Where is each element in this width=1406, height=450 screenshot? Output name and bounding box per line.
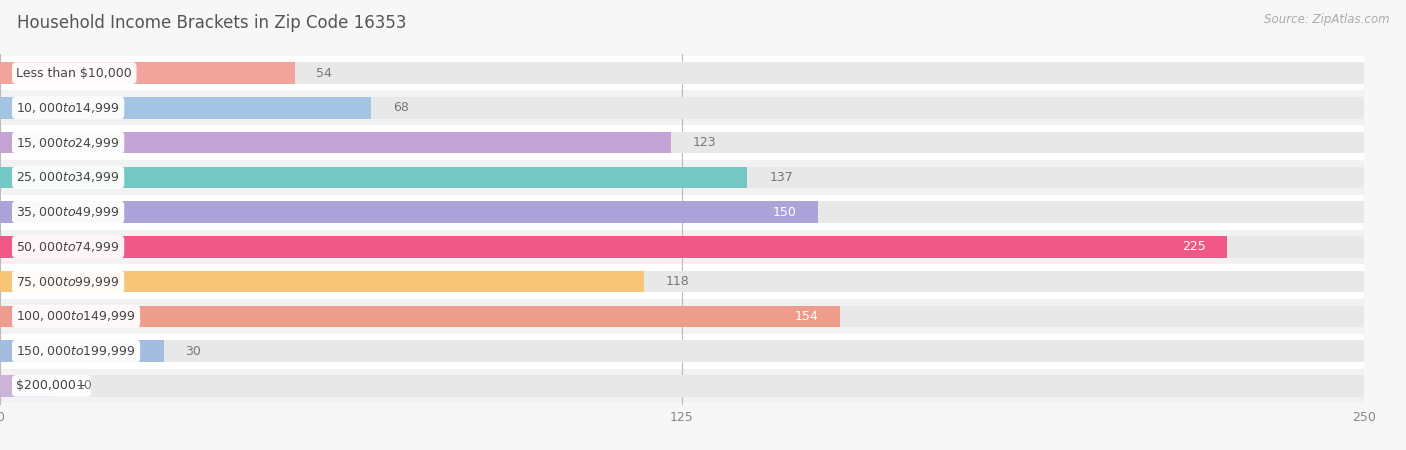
Bar — [0, 97, 1364, 119]
Bar — [0, 195, 1364, 230]
Bar — [0, 340, 163, 362]
Text: $50,000 to $74,999: $50,000 to $74,999 — [17, 240, 120, 254]
Text: 150: 150 — [772, 206, 796, 219]
Bar — [0, 97, 371, 119]
Text: Household Income Brackets in Zip Code 16353: Household Income Brackets in Zip Code 16… — [17, 14, 406, 32]
Bar — [0, 340, 1364, 362]
Text: $100,000 to $149,999: $100,000 to $149,999 — [17, 310, 136, 324]
Text: 30: 30 — [186, 345, 201, 358]
Text: $150,000 to $199,999: $150,000 to $199,999 — [17, 344, 136, 358]
Bar — [0, 90, 1364, 125]
Bar — [0, 56, 1364, 90]
Text: $15,000 to $24,999: $15,000 to $24,999 — [17, 135, 120, 149]
Bar — [0, 166, 748, 188]
Bar — [0, 201, 818, 223]
Bar — [0, 334, 1364, 369]
Text: 54: 54 — [316, 67, 332, 80]
Bar — [0, 306, 1364, 327]
Bar — [0, 230, 1364, 264]
Text: 10: 10 — [76, 379, 93, 392]
Text: $200,000+: $200,000+ — [17, 379, 87, 392]
Bar — [0, 375, 1364, 396]
Text: 137: 137 — [769, 171, 793, 184]
Bar — [0, 201, 1364, 223]
Bar — [0, 132, 671, 153]
Bar — [0, 375, 55, 396]
Text: $35,000 to $49,999: $35,000 to $49,999 — [17, 205, 120, 219]
Text: Less than $10,000: Less than $10,000 — [17, 67, 132, 80]
Bar — [0, 236, 1227, 258]
Text: 123: 123 — [693, 136, 717, 149]
Bar — [0, 369, 1364, 403]
Bar — [0, 166, 1364, 188]
Text: 68: 68 — [392, 101, 409, 114]
Bar — [0, 236, 1364, 258]
Text: Source: ZipAtlas.com: Source: ZipAtlas.com — [1264, 14, 1389, 27]
Bar — [0, 125, 1364, 160]
Bar — [0, 299, 1364, 334]
Bar — [0, 271, 644, 292]
Text: 154: 154 — [794, 310, 818, 323]
Text: 225: 225 — [1182, 240, 1205, 253]
Bar — [0, 132, 1364, 153]
Text: $75,000 to $99,999: $75,000 to $99,999 — [17, 274, 120, 288]
Bar — [0, 264, 1364, 299]
Bar — [0, 271, 1364, 292]
Text: $25,000 to $34,999: $25,000 to $34,999 — [17, 171, 120, 184]
Bar — [0, 306, 841, 327]
Text: $10,000 to $14,999: $10,000 to $14,999 — [17, 101, 120, 115]
Bar — [0, 160, 1364, 195]
Text: 118: 118 — [665, 275, 689, 288]
Bar — [0, 63, 1364, 84]
Bar — [0, 63, 295, 84]
